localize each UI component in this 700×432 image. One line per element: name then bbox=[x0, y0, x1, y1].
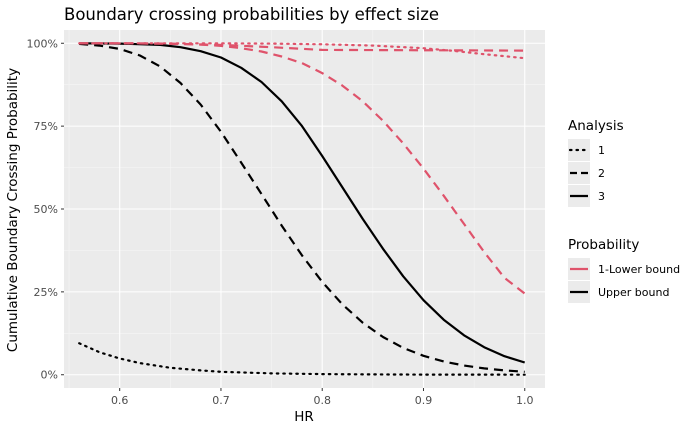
y-tick-label: 25% bbox=[34, 286, 58, 299]
legend-label: Upper bound bbox=[598, 286, 669, 299]
legend-title: Analysis bbox=[568, 118, 624, 134]
legend-key bbox=[568, 162, 590, 184]
y-tick-label: 0% bbox=[41, 369, 58, 382]
legend-label: 1-Lower bound bbox=[598, 263, 680, 276]
axes: 0.6 0.7 0.8 0.9 1.0 0% 25% 50% 75% 100% bbox=[27, 37, 534, 407]
series-line-lower-analysis-1 bbox=[78, 42, 526, 60]
chart-title: Boundary crossing probabilities by effec… bbox=[64, 5, 439, 24]
y-axis-title: Cumulative Boundary Crossing Probability bbox=[5, 68, 21, 352]
series-line-lower-analysis-3 bbox=[79, 42, 526, 295]
x-tick-label: 1.0 bbox=[516, 394, 534, 407]
legend-label: 2 bbox=[598, 167, 605, 180]
legend-title: Probability bbox=[568, 237, 639, 253]
x-axis-title: HR bbox=[294, 409, 314, 425]
x-tick-label: 0.9 bbox=[415, 394, 433, 407]
series-lines bbox=[78, 42, 526, 376]
x-tick-label: 0.7 bbox=[212, 394, 230, 407]
y-tick-label: 100% bbox=[27, 37, 58, 50]
y-tick-label: 50% bbox=[34, 203, 58, 216]
legend: Analysis 1 2 3 Probability 1-Lower bound Upper… bbox=[568, 118, 680, 303]
legend-label: 3 bbox=[598, 190, 605, 203]
x-tick-label: 0.8 bbox=[313, 394, 331, 407]
series-line-upper-analysis-2 bbox=[79, 42, 525, 373]
x-tick-label: 0.6 bbox=[111, 394, 129, 407]
legend-label: 1 bbox=[598, 144, 605, 157]
series-line-upper-analysis-3 bbox=[79, 42, 526, 364]
y-tick-label: 75% bbox=[34, 120, 58, 133]
